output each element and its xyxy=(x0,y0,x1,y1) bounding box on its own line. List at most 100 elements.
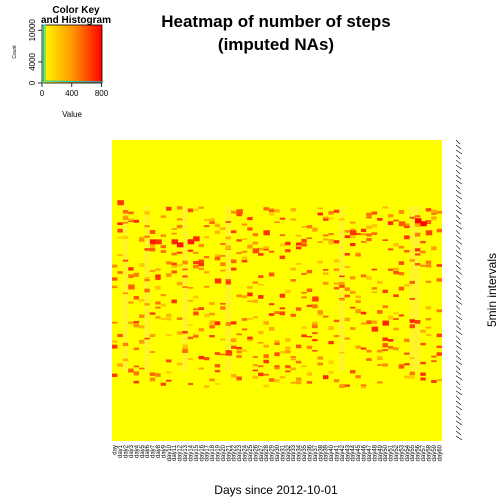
heatmap-cell xyxy=(414,248,421,252)
heatmap-cell xyxy=(301,334,307,338)
heatmap-cell xyxy=(241,250,248,253)
heatmap-hotspot xyxy=(214,278,222,284)
heatmap-cell xyxy=(155,301,161,305)
heatmap-cell xyxy=(274,352,280,357)
heatmap-cell xyxy=(263,207,269,211)
heatmap-cell xyxy=(425,318,432,321)
heatmap-cell xyxy=(382,337,388,342)
heatmap-cell xyxy=(290,218,296,221)
heatmap-cell xyxy=(225,280,232,285)
row-tick xyxy=(455,149,463,155)
heatmap-cell xyxy=(431,217,437,221)
heatmap-cell xyxy=(258,330,264,335)
heatmap-cell xyxy=(214,364,221,368)
row-tick xyxy=(455,179,463,185)
heatmap-cell xyxy=(425,264,432,268)
heatmap-cell xyxy=(360,385,367,389)
heatmap-cell xyxy=(171,232,177,235)
row-tick xyxy=(455,139,461,145)
heatmap-cell xyxy=(149,334,156,338)
heatmap-cell xyxy=(122,235,129,240)
heatmap-cell xyxy=(393,242,399,247)
heatmap-hotspot xyxy=(176,242,184,248)
row-tick xyxy=(455,330,463,335)
heatmap-cell xyxy=(139,339,145,344)
day-tick-label: day44 xyxy=(351,444,357,461)
heatmap-cell xyxy=(252,299,259,303)
day-tick-label: day54 xyxy=(405,444,411,461)
heatmap-cell xyxy=(306,269,313,274)
key-ytick-label: 0 xyxy=(28,80,37,85)
heatmap-cell xyxy=(360,384,367,386)
day-tick-label: day48 xyxy=(372,444,378,461)
heatmap-cell xyxy=(252,241,259,245)
heatmap-cell xyxy=(425,280,432,283)
heatmap-cell xyxy=(398,314,405,317)
heatmap-cell xyxy=(149,377,156,382)
heatmap-cell xyxy=(387,347,394,350)
heatmap-cell xyxy=(247,292,253,297)
heatmap-cell xyxy=(409,259,415,262)
day-tick-label: day60 xyxy=(437,444,443,461)
row-tick xyxy=(455,415,462,421)
heatmap-cell xyxy=(360,233,367,236)
heatmap-cell xyxy=(328,217,334,220)
heatmap-cell xyxy=(285,289,291,294)
day-tick-label: day18 xyxy=(210,444,216,461)
heatmap-cell xyxy=(377,356,383,361)
heatmap-cell xyxy=(133,380,140,384)
heatmap-cell xyxy=(322,375,329,380)
heatmap-cell xyxy=(371,232,378,235)
heatmap-cell xyxy=(409,297,415,300)
heatmap-cell xyxy=(431,380,437,383)
heatmap-cell xyxy=(214,223,221,228)
heatmap-cell xyxy=(279,243,286,247)
heatmap-cell xyxy=(171,265,177,269)
row-tick xyxy=(455,159,462,165)
heatmap-cell xyxy=(193,333,199,338)
heatmap-cell xyxy=(258,253,264,256)
heatmap-cell xyxy=(128,267,134,271)
heatmap-cell xyxy=(333,209,340,213)
heatmap-cell xyxy=(322,281,329,285)
row-tick xyxy=(455,265,462,270)
heatmap-cell xyxy=(279,307,286,310)
heatmap-cell xyxy=(290,207,296,212)
heatmap-cell xyxy=(328,370,334,374)
heatmap-cell xyxy=(328,340,334,345)
row-tick xyxy=(455,285,463,290)
heatmap-cell xyxy=(387,248,394,251)
heatmap-cell xyxy=(328,241,334,245)
row-tick xyxy=(455,164,463,170)
heatmap-cell xyxy=(301,238,307,243)
heatmap-cell xyxy=(328,360,334,365)
heatmap-cell xyxy=(225,322,232,326)
day-tick-label: day24 xyxy=(243,444,249,461)
heatmap-cell xyxy=(198,206,204,209)
color-key-title-line1: Color Key xyxy=(52,5,100,16)
heatmap-cell xyxy=(139,314,145,319)
heatmap-cell xyxy=(258,341,264,344)
heatmap-cell xyxy=(166,313,172,317)
key-xtick-label: 800 xyxy=(95,89,109,98)
day-tick-label: day55 xyxy=(410,444,416,461)
heatmap-cell xyxy=(328,232,334,236)
heatmap-cell xyxy=(220,306,226,310)
heatmap-cell xyxy=(203,357,210,361)
heatmap-cell xyxy=(231,374,237,378)
heatmap-cell xyxy=(382,305,388,309)
heatmap-cell xyxy=(155,268,161,271)
heatmap-cell xyxy=(122,259,129,262)
heatmap-cell xyxy=(344,253,351,256)
heatmap-cell xyxy=(268,303,275,306)
heatmap-cell xyxy=(371,291,378,294)
heatmap-cell xyxy=(198,355,204,360)
heatmap-cell xyxy=(198,262,204,267)
heatmap-cell xyxy=(290,279,296,282)
heatmap-cell xyxy=(176,224,183,229)
heatmap-cell xyxy=(404,235,410,240)
heatmap-cell xyxy=(193,261,199,265)
heatmap-cell xyxy=(371,320,378,324)
heatmap-cell xyxy=(128,211,134,215)
heatmap-cell xyxy=(198,259,204,263)
